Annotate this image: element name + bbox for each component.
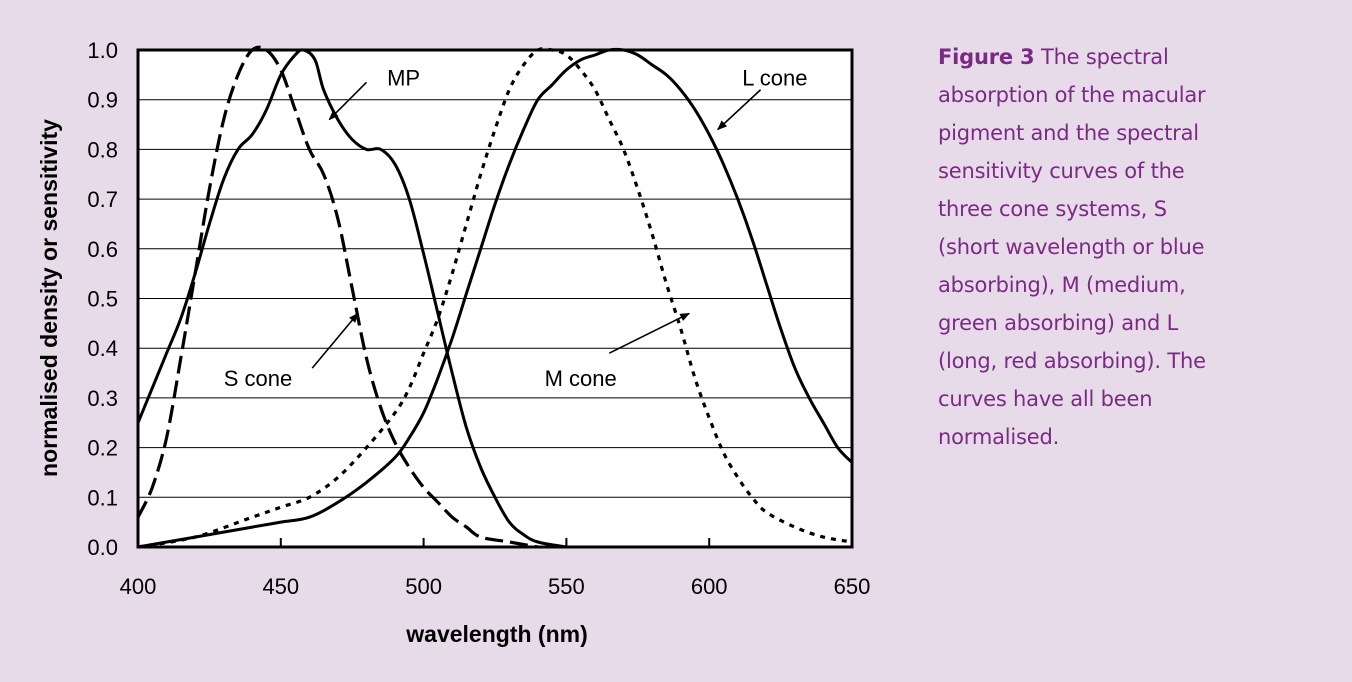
- series-line-s-cone: [136, 45, 539, 549]
- annotation-label-l-cone: L cone: [742, 65, 807, 90]
- x-tick-label: 650: [834, 574, 871, 599]
- figure-caption: Figure 3 The spectral absorption of the …: [938, 38, 1218, 456]
- y-tick-label: 0.0: [87, 535, 118, 560]
- caption-text: The spectral absorption of the macular p…: [938, 45, 1206, 449]
- x-tick-labels: 400 450 500 550 600 650: [120, 574, 871, 599]
- annotation-arrow-s-cone: [311, 312, 359, 369]
- caption-label: Figure 3: [938, 45, 1035, 69]
- plot-frame: [136, 48, 854, 549]
- y-tick-label: 0.5: [87, 287, 118, 312]
- y-tick-label: 0.6: [87, 237, 118, 262]
- y-tick-label: 0.3: [87, 386, 118, 411]
- annotation-arrow-mp: [328, 81, 368, 121]
- x-tick-label: 550: [548, 574, 585, 599]
- x-tick-label: 400: [120, 574, 157, 599]
- annotation-label-m-cone: M cone: [545, 366, 617, 391]
- y-tick-label: 0.8: [87, 137, 118, 162]
- annotations: MP S cone M cone L cone: [224, 65, 808, 391]
- grid-lines: [138, 99, 852, 498]
- y-tick-labels: 0.0 0.1 0.2 0.3 0.4 0.5 0.6 0.7 0.8 0.9 1.0: [87, 38, 118, 560]
- y-tick-label: 0.9: [87, 88, 118, 113]
- x-axis-label: wavelength (nm): [405, 621, 587, 647]
- series-line-l-cone: [137, 47, 854, 549]
- x-tick-label: 500: [405, 574, 442, 599]
- y-tick-label: 0.1: [87, 485, 118, 510]
- y-tick-label: 0.2: [87, 436, 118, 461]
- x-tick-label: 600: [691, 574, 728, 599]
- y-tick-label: 0.7: [87, 187, 118, 212]
- annotation-label-s-cone: S cone: [224, 366, 293, 391]
- y-tick-label: 0.4: [87, 336, 118, 361]
- annotation-label-mp: MP: [387, 65, 420, 90]
- annotation-arrow-m-cone: [608, 312, 691, 354]
- y-axis-label: normalised density or sensitivity: [36, 119, 62, 477]
- annotation-arrow-l-cone: [717, 89, 762, 131]
- x-tick-label: 450: [262, 574, 299, 599]
- y-tick-label: 1.0: [87, 38, 118, 63]
